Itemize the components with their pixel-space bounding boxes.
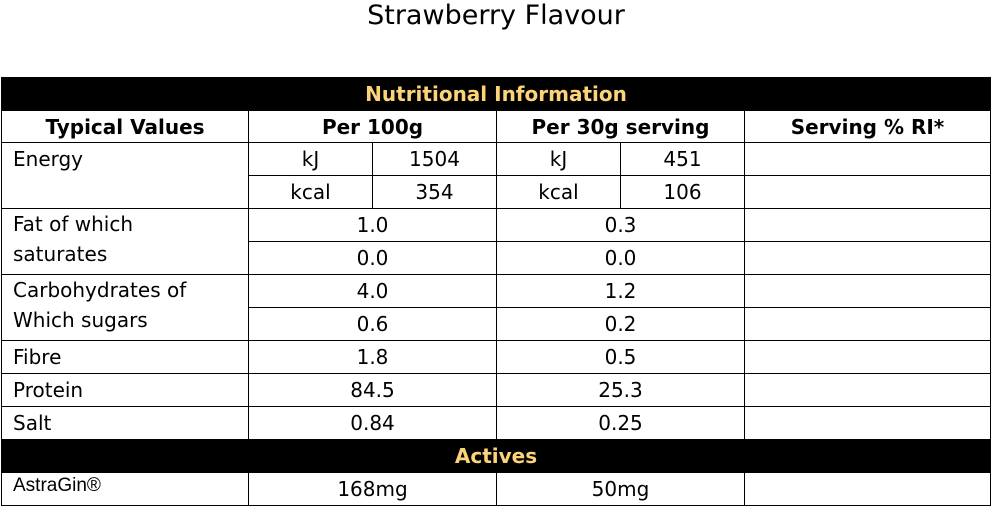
saturates-per100: 0.0 <box>248 241 497 275</box>
actives-band: Actives <box>1 439 991 473</box>
nutrition-table: Nutritional Information Typical Values P… <box>1 77 991 506</box>
energy-label: Energy <box>1 142 249 209</box>
nutritional-information-band: Nutritional Information <box>1 77 991 111</box>
energy-per100-kj-unit: kJ <box>248 142 373 176</box>
energy-per100-kj-value: 1504 <box>372 142 497 176</box>
astragin-per100: 168mg <box>248 472 497 506</box>
header-typical-values: Typical Values <box>1 110 249 143</box>
energy-per30-kj-unit: kJ <box>496 142 621 176</box>
energy-ri-kj <box>744 142 991 176</box>
carbs-label-line1: Carbohydrates of <box>13 278 187 302</box>
fibre-per100: 1.8 <box>248 340 497 374</box>
energy-ri-kcal <box>744 175 991 209</box>
energy-per30-kj-value: 451 <box>620 142 745 176</box>
astragin-per30: 50mg <box>496 472 745 506</box>
carbs-per30: 1.2 <box>496 274 745 308</box>
saturates-ri <box>744 241 991 275</box>
fat-label: Fat of which saturates <box>1 208 249 275</box>
fat-per100: 1.0 <box>248 208 497 242</box>
protein-per30: 25.3 <box>496 373 745 407</box>
fibre-per30: 0.5 <box>496 340 745 374</box>
carbs-ri <box>744 274 991 308</box>
fat-per30: 0.3 <box>496 208 745 242</box>
carbs-label-line2: Which sugars <box>13 308 148 332</box>
sugars-per100: 0.6 <box>248 307 497 341</box>
protein-ri <box>744 373 991 407</box>
header-serving-ri: Serving % RI* <box>744 110 991 143</box>
fibre-ri <box>744 340 991 374</box>
salt-per100: 0.84 <box>248 406 497 440</box>
protein-per100: 84.5 <box>248 373 497 407</box>
sugars-ri <box>744 307 991 341</box>
header-per-30g-serving: Per 30g serving <box>496 110 745 143</box>
saturates-per30: 0.0 <box>496 241 745 275</box>
salt-per30: 0.25 <box>496 406 745 440</box>
fibre-label: Fibre <box>1 340 249 374</box>
protein-label: Protein <box>1 373 249 407</box>
carbs-per100: 4.0 <box>248 274 497 308</box>
energy-per100-kcal-value: 354 <box>372 175 497 209</box>
energy-per100-kcal-unit: kcal <box>248 175 373 209</box>
energy-per30-kcal-unit: kcal <box>496 175 621 209</box>
salt-ri <box>744 406 991 440</box>
fat-label-line1: Fat of which <box>13 212 134 236</box>
header-per-100g: Per 100g <box>248 110 497 143</box>
salt-label: Salt <box>1 406 249 440</box>
fat-ri <box>744 208 991 242</box>
astragin-label: AstraGin® <box>1 472 249 506</box>
energy-per30-kcal-value: 106 <box>620 175 745 209</box>
astragin-ri <box>744 472 991 506</box>
sugars-per30: 0.2 <box>496 307 745 341</box>
carbs-label: Carbohydrates of Which sugars <box>1 274 249 341</box>
fat-label-line2: saturates <box>13 242 108 266</box>
page-title: Strawberry Flavour <box>367 0 625 31</box>
